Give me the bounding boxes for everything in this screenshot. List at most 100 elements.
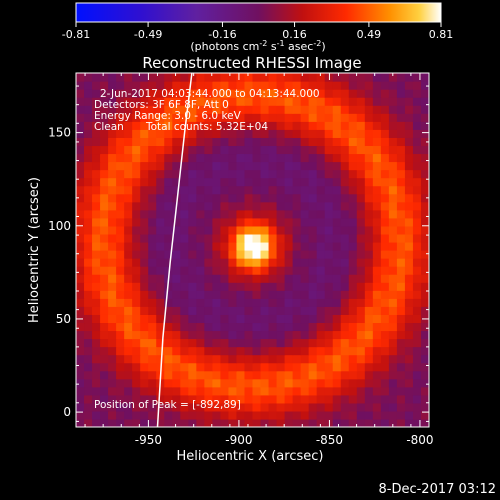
heatmap-cell xyxy=(188,330,197,340)
heatmap-cell xyxy=(76,233,85,243)
heatmap-cell xyxy=(84,137,93,147)
heatmap-cell xyxy=(404,298,414,307)
heatmap-cell xyxy=(220,378,230,388)
heatmap-cell xyxy=(180,169,189,179)
heatmap-cell xyxy=(332,274,342,283)
heatmap-cell xyxy=(92,161,101,171)
heatmap-cell xyxy=(164,193,173,203)
heatmap-cell xyxy=(316,89,326,98)
heatmap-cell xyxy=(316,298,326,307)
heatmap-cell xyxy=(148,274,157,283)
heatmap-cell xyxy=(356,73,366,82)
heatmap-cell xyxy=(140,322,149,332)
heatmap-cell xyxy=(100,386,109,396)
heatmap-cell xyxy=(244,241,254,251)
heatmap-cell xyxy=(228,177,238,187)
heatmap-cell xyxy=(172,161,181,171)
heatmap-cell xyxy=(180,322,189,332)
heatmap-cell xyxy=(188,145,197,155)
heatmap-cell xyxy=(116,137,125,147)
heatmap-cell xyxy=(316,169,326,179)
heatmap-cell xyxy=(212,346,222,356)
annotation-peak-position: Position of Peak = [-892,89] xyxy=(94,399,241,411)
heatmap-cell xyxy=(172,266,181,275)
heatmap-cell xyxy=(180,233,189,243)
heatmap-cell xyxy=(108,217,117,227)
heatmap-cell xyxy=(372,225,382,235)
heatmap-cell xyxy=(404,169,414,179)
heatmap-cell xyxy=(372,306,382,315)
heatmap-cell xyxy=(252,314,262,324)
heatmap-cell xyxy=(316,193,326,203)
heatmap-cell xyxy=(140,274,149,283)
heatmap-cell xyxy=(412,209,422,219)
plot-frame xyxy=(75,72,430,428)
heatmap-cell xyxy=(244,177,254,187)
heatmap-cell xyxy=(372,161,382,171)
heatmap-cell xyxy=(260,362,270,372)
heatmap-cell xyxy=(364,338,374,348)
heatmap-cell xyxy=(412,418,422,427)
heatmap-cell xyxy=(388,266,398,275)
heatmap-cell xyxy=(204,209,213,219)
heatmap-cell xyxy=(316,185,326,195)
heatmap-cell xyxy=(316,290,326,299)
heatmap-cell xyxy=(84,322,93,332)
heatmap-cell xyxy=(172,418,181,427)
heatmap-cell xyxy=(140,402,149,412)
heatmap-cell xyxy=(164,354,173,364)
heatmap-cell xyxy=(388,290,398,299)
heatmap-cell xyxy=(140,153,149,163)
heatmap-cell xyxy=(300,113,310,122)
heatmap-cell xyxy=(364,161,374,171)
heatmap-cell xyxy=(396,314,406,324)
heatmap-cell xyxy=(252,394,262,404)
heatmap-cell xyxy=(188,193,197,203)
heatmap-cell xyxy=(412,410,422,420)
heatmap-cell xyxy=(380,129,390,138)
heatmap-cell xyxy=(348,145,358,155)
heatmap-cell xyxy=(188,410,197,420)
heatmap-cell xyxy=(292,105,302,114)
heatmap-cell xyxy=(92,97,101,106)
heatmap-cell xyxy=(340,250,350,259)
heatmap-cell xyxy=(148,338,157,348)
heatmap-cell xyxy=(284,121,294,130)
heatmap-cell xyxy=(164,145,173,155)
heatmap-cell xyxy=(204,81,213,90)
heatmap-cell xyxy=(348,250,358,259)
heatmap-cell xyxy=(236,290,246,299)
heatmap-cell xyxy=(356,89,366,98)
heatmap-cell xyxy=(244,113,254,122)
heatmap-cell xyxy=(252,362,262,372)
heatmap-cell xyxy=(212,290,222,299)
heatmap-cell xyxy=(260,145,270,155)
heatmap-cell xyxy=(284,322,294,332)
heatmap-cell xyxy=(228,410,238,420)
heatmap-cell xyxy=(92,266,101,275)
heatmap-cell xyxy=(388,378,398,388)
heatmap-cell xyxy=(308,306,318,315)
heatmap-cell xyxy=(268,145,278,155)
heatmap-cell xyxy=(284,266,294,275)
heatmap-cell xyxy=(316,73,326,82)
heatmap-cell xyxy=(364,193,374,203)
heatmap-cell xyxy=(372,89,382,98)
heatmap-cell xyxy=(124,89,133,98)
heatmap-cell xyxy=(228,346,238,356)
heatmap-cell xyxy=(244,129,254,138)
heatmap-cell xyxy=(220,169,230,179)
heatmap-cell xyxy=(220,241,230,251)
heatmap-cell xyxy=(188,282,197,291)
heatmap-cell xyxy=(356,193,366,203)
heatmap-cell xyxy=(228,193,238,203)
heatmap-cell xyxy=(340,121,350,130)
heatmap-cell xyxy=(364,137,374,147)
heatmap-cell xyxy=(140,290,149,299)
heatmap-cell xyxy=(236,394,246,404)
heatmap-cell xyxy=(252,225,262,235)
heatmap-cell xyxy=(308,322,318,332)
heatmap-cell xyxy=(340,386,350,396)
heatmap-cell xyxy=(260,129,270,138)
heatmap-cell xyxy=(116,113,125,122)
